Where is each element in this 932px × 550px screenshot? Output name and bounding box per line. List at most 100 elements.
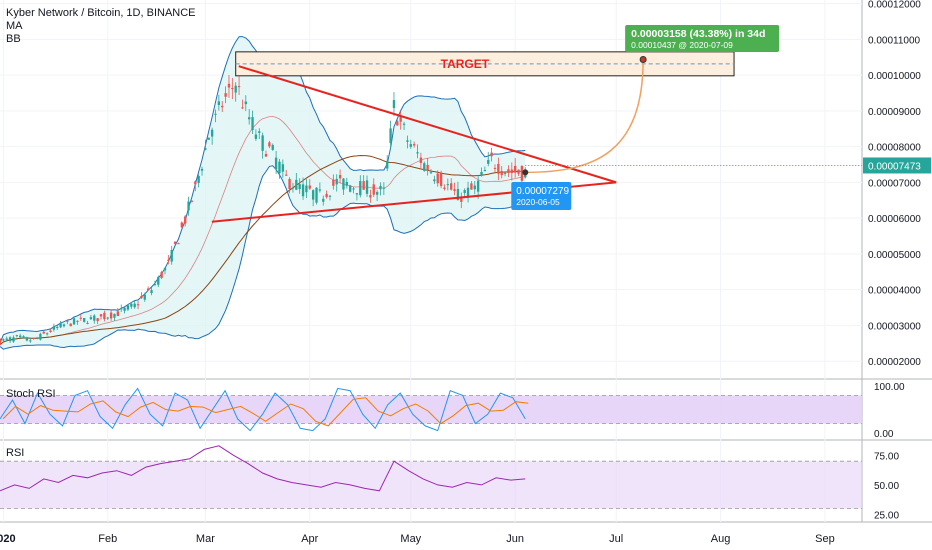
- candle-body: [375, 192, 379, 195]
- candle-body: [396, 121, 399, 126]
- candle-body: [426, 164, 429, 171]
- candle-body: [500, 170, 503, 176]
- candle-body: [382, 187, 386, 189]
- chart-legend: Kyber Network / Bitcoin, 1D, BINANCE MA …: [6, 7, 196, 46]
- candle-body: [39, 333, 42, 340]
- candle-body: [439, 172, 443, 186]
- candle-body: [423, 163, 426, 171]
- candle-body: [285, 174, 288, 176]
- candle-body: [25, 337, 29, 341]
- candle-body: [328, 195, 332, 197]
- triangle-upper-line: [238, 65, 617, 184]
- candle-body: [406, 140, 409, 142]
- candle-body: [45, 333, 49, 335]
- stoch-rsi-label[interactable]: Stoch RSI: [6, 388, 56, 400]
- y-tick-label: 0.00007000: [868, 178, 921, 189]
- bollinger-basis-line: [0, 115, 526, 346]
- indicator-ma-label[interactable]: MA: [6, 20, 23, 32]
- candle-body: [83, 318, 86, 322]
- candle-body: [170, 250, 173, 262]
- current-callout-date: 2020-06-05: [516, 197, 560, 207]
- candle-body: [15, 335, 19, 337]
- candle-body: [62, 324, 66, 327]
- candle-body: [140, 295, 143, 299]
- rsi-tick-label: 25.00: [874, 510, 899, 521]
- x-tick-label: Feb: [98, 533, 117, 545]
- x-tick-label: Aug: [711, 533, 731, 545]
- candle-body: [301, 184, 305, 197]
- candle-body: [483, 170, 487, 172]
- candle-body: [197, 175, 200, 183]
- candle-body: [96, 318, 99, 322]
- candle-body: [184, 216, 187, 224]
- candle-body: [365, 180, 369, 194]
- candle-body: [113, 313, 116, 318]
- candle-body: [89, 317, 93, 320]
- symbol-title: Kyber Network / Bitcoin, 1D, BINANCE: [6, 7, 196, 19]
- candle-body: [274, 157, 278, 170]
- target-label: TARGET: [441, 57, 490, 71]
- candle-body: [200, 168, 204, 171]
- candle-body: [392, 100, 396, 109]
- y-tick-label: 0.00003000: [868, 321, 921, 332]
- candle-body: [93, 315, 96, 321]
- candle-body: [416, 152, 419, 154]
- y-tick-label: 0.00012000: [868, 0, 921, 11]
- y-tick-label: 0.00004000: [868, 286, 921, 297]
- candle-body: [79, 317, 82, 319]
- candle-body: [163, 267, 167, 271]
- candle-body: [278, 161, 281, 174]
- target-callout-summary: 0.00003158 (43.38%) in 34d: [631, 28, 765, 40]
- candle-body: [103, 312, 106, 320]
- candle-body: [204, 148, 207, 150]
- candle-body: [288, 178, 291, 189]
- candle-body: [227, 83, 231, 88]
- candle-body: [2, 339, 5, 341]
- y-tick-label: 0.00011000: [868, 35, 921, 46]
- candle-body: [362, 181, 365, 190]
- candle-body: [130, 303, 133, 307]
- candle-body: [126, 305, 130, 310]
- candle-body: [120, 308, 123, 310]
- candle-body: [493, 167, 497, 169]
- candle-body: [298, 184, 301, 189]
- rsi-label[interactable]: RSI: [6, 447, 25, 459]
- candle-body: [473, 185, 476, 190]
- candle-body: [180, 222, 184, 228]
- candle-body: [59, 323, 62, 328]
- candle-body: [72, 318, 76, 325]
- candle-body: [35, 338, 39, 340]
- candle-body: [463, 190, 466, 194]
- last-price-label: 0.00007473: [868, 161, 921, 172]
- candle-body: [22, 336, 25, 338]
- candle-body: [315, 187, 318, 203]
- candle-body: [271, 145, 274, 150]
- candle-body: [490, 152, 493, 157]
- candle-body: [76, 320, 79, 322]
- candle-body: [221, 105, 224, 108]
- y-tick-label: 0.00002000: [868, 357, 921, 368]
- candle-body: [109, 312, 113, 319]
- stoch-d-line: [2, 397, 529, 427]
- candle-body: [311, 190, 315, 200]
- candle-body: [12, 337, 15, 342]
- y-tick-label: 0.00008000: [868, 143, 921, 154]
- candle-body: [386, 160, 389, 169]
- candle-body: [241, 107, 244, 109]
- candle-body: [150, 290, 153, 294]
- candle-body: [291, 187, 295, 189]
- candle-body: [514, 165, 517, 173]
- candle-body: [106, 317, 109, 319]
- candle-body: [355, 193, 359, 195]
- candle-body: [476, 180, 480, 192]
- candle-body: [224, 93, 227, 97]
- indicator-bb-label[interactable]: BB: [6, 33, 21, 45]
- rsi-tick-label: 50.00: [874, 481, 899, 492]
- projection-start-point: [522, 169, 529, 176]
- x-tick-label: Jul: [609, 533, 623, 545]
- candle-body: [453, 189, 456, 192]
- candle-body: [436, 173, 439, 184]
- candle-body: [133, 303, 136, 308]
